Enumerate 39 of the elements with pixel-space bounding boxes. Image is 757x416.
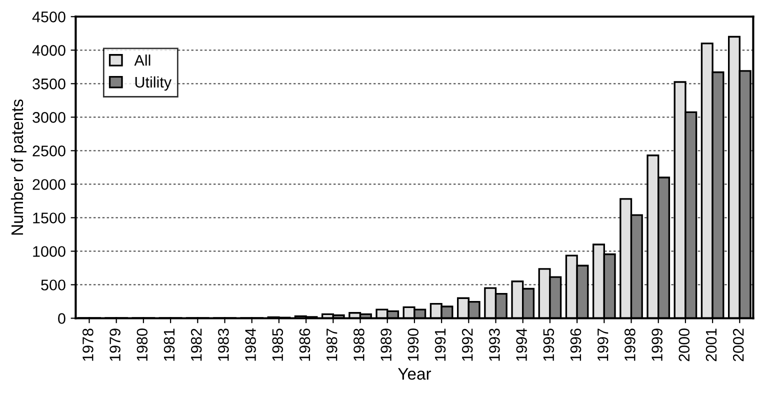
x-tick-label: 1981: [164, 328, 175, 361]
y-tick-label: 2000: [32, 179, 66, 190]
x-tick-label: 1995: [543, 328, 554, 361]
x-tick-label: 1987: [326, 328, 338, 361]
y-tick-label: 0: [58, 313, 66, 324]
y-tick-label: 2500: [32, 146, 66, 156]
y-tick-label: 1500: [33, 212, 66, 224]
x-tick-label: 1983: [218, 328, 229, 361]
y-tick-label: 3500: [32, 78, 66, 90]
y-tick-label: 500: [41, 280, 66, 290]
legend-label: All: [134, 54, 150, 66]
x-tick-label: 1984: [245, 328, 256, 361]
x-tick-label: 1985: [272, 328, 284, 361]
x-tick-label: 1992: [462, 328, 473, 361]
x-tick-label: 2002: [732, 328, 744, 362]
x-tick-label: 2001: [706, 328, 717, 362]
x-tick-label: 1996: [570, 328, 582, 361]
legend-label: Utility: [135, 76, 172, 91]
y-tick-label: 3000: [32, 112, 66, 123]
y-tick-label: 1000: [33, 246, 66, 257]
x-tick-label: 1991: [434, 328, 446, 361]
x-tick-label: 1999: [652, 328, 662, 361]
x-tick-label: 1982: [190, 328, 202, 361]
x-tick-label: 1997: [597, 328, 608, 361]
x-tick-label: 1998: [624, 328, 636, 361]
x-tick-label: 1978: [82, 328, 94, 361]
y-axis-title: Number of patents: [10, 99, 26, 235]
x-tick-label: 1979: [110, 328, 120, 361]
x-tick-label: 2000: [678, 328, 690, 362]
x-axis-title: Year: [398, 368, 432, 380]
x-tick-label: 1989: [380, 328, 392, 361]
y-tick-label: 4500: [32, 12, 66, 22]
x-tick-label: 1980: [136, 328, 148, 361]
x-tick-label: 1994: [516, 328, 527, 361]
y-tick-label: 4000: [32, 45, 66, 56]
x-tick-label: 1986: [299, 328, 310, 361]
x-tick-label: 1990: [408, 328, 419, 361]
x-tick-label: 1988: [354, 328, 364, 361]
x-tick-label: 1993: [489, 328, 500, 361]
